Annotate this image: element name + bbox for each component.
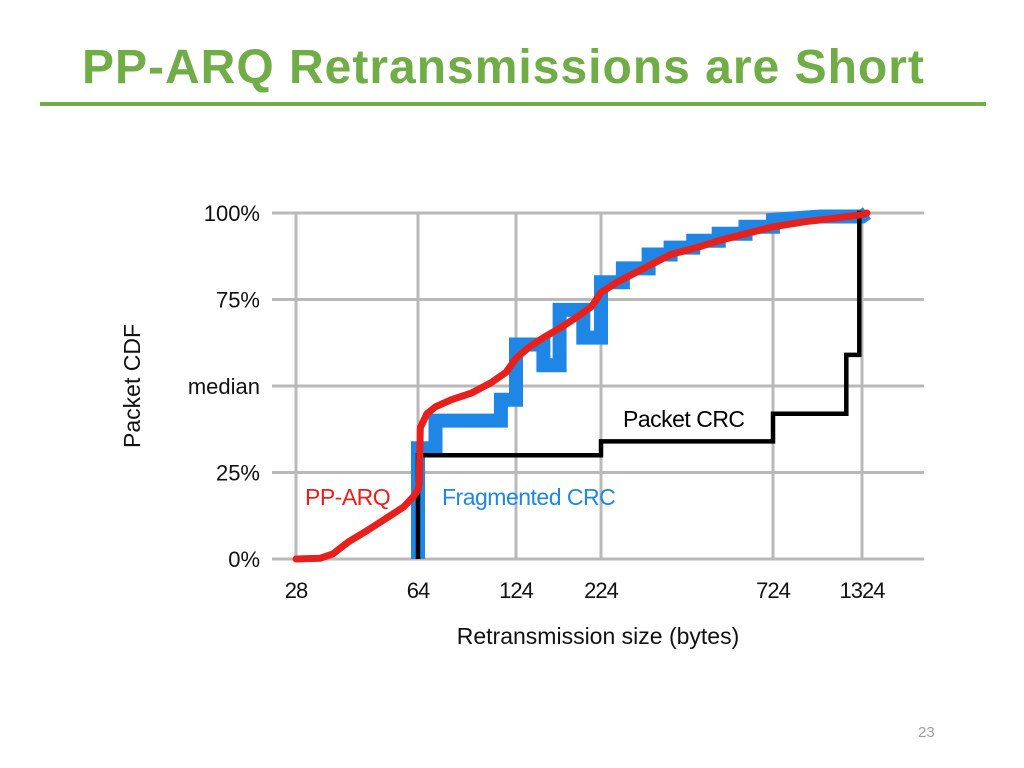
fragmented-crc-label: Fragmented CRC	[442, 484, 615, 510]
slide-title: PP-ARQ Retransmissions are Short	[82, 41, 925, 94]
title-divider	[40, 102, 986, 106]
y-tick-label: 75%	[216, 288, 260, 313]
y-tick-label: 25%	[216, 461, 260, 486]
pp-arq-line	[292, 209, 871, 563]
series-lines	[292, 207, 872, 563]
x-tick-label: 224	[584, 578, 618, 603]
y-tick-label: 100%	[204, 201, 260, 226]
x-tick-label: 28	[285, 578, 308, 603]
pp-arq-label: PP-ARQ	[305, 484, 390, 510]
x-axis-label: Retransmission size (bytes)	[457, 623, 739, 649]
x-tick-label: 124	[499, 578, 533, 603]
x-tick-label: 64	[407, 578, 430, 603]
chart-labels: 0% 25% median 75% 100% 28 64 124 224 724 1324 Retra…	[119, 201, 886, 649]
packet-crc-line	[415, 210, 867, 559]
x-tick-label: 724	[756, 578, 790, 603]
page-number: 23	[918, 724, 935, 741]
y-axis-label: Packet CDF	[119, 324, 145, 448]
y-tick-label: median	[188, 374, 260, 399]
x-tick-label: 1324	[840, 578, 886, 603]
packet-crc-label: Packet CRC	[623, 406, 745, 432]
y-tick-label: 0%	[228, 547, 260, 572]
